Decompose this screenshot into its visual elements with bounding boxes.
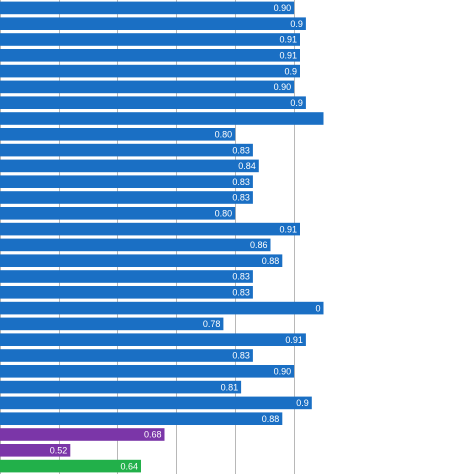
bar-27	[0, 428, 165, 441]
bar-value-label-12: 0.83	[232, 193, 250, 203]
bar-12	[0, 191, 253, 204]
bar-value-label-4: 0.9	[284, 66, 297, 76]
bar-23	[0, 365, 295, 378]
bar-14	[0, 222, 300, 236]
grid	[0, 0, 295, 474]
bar-7	[0, 112, 324, 125]
bar-value-label-19: 0	[315, 303, 320, 313]
bar-17	[0, 270, 253, 283]
bars	[0, 1, 324, 473]
bar-value-label-20: 0.78	[203, 319, 221, 329]
bar-value-label-23: 0.90	[274, 367, 292, 377]
bar-19	[0, 301, 324, 315]
bar-value-label-29: 0.64	[120, 461, 138, 471]
bar-1	[0, 17, 306, 30]
bar-18	[0, 286, 253, 299]
bar-28	[0, 444, 71, 457]
bar-value-label-21: 0.91	[285, 335, 303, 345]
bar-value-label-24: 0.81	[221, 382, 239, 392]
bar-26	[0, 412, 283, 425]
bar-value-label-15: 0.86	[250, 240, 268, 250]
bar-22	[0, 349, 253, 362]
bar-value-label-16: 0.88	[262, 256, 280, 266]
bar-value-label-2: 0.91	[279, 35, 297, 45]
bar-value-label-28: 0.52	[50, 446, 68, 456]
bar-3	[0, 49, 300, 62]
bar-value-label-18: 0.83	[232, 288, 250, 298]
bar-value-label-26: 0.88	[262, 414, 280, 424]
bar-value-label-11: 0.83	[232, 177, 250, 187]
bar-value-label-9: 0.83	[232, 145, 250, 155]
bar-value-label-22: 0.83	[232, 351, 250, 361]
bar-value-label-5: 0.90	[274, 82, 292, 92]
bar-29	[0, 459, 141, 473]
bar-0	[0, 1, 295, 15]
bar-15	[0, 238, 271, 252]
bar-6	[0, 96, 306, 109]
bar-value-label-8: 0.80	[215, 130, 233, 140]
bar-value-label-0: 0.90	[274, 3, 292, 13]
bar-24	[0, 380, 242, 394]
bar-value-label-17: 0.83	[232, 272, 250, 282]
bar-4	[0, 64, 300, 78]
bar-25	[0, 396, 312, 410]
bar-value-label-13: 0.80	[215, 209, 233, 219]
bar-20	[0, 317, 224, 331]
bar-11	[0, 175, 253, 188]
bar-value-label-27: 0.68	[144, 430, 162, 440]
bar-value-label-10: 0.84	[238, 161, 256, 171]
bar-value-label-6: 0.9	[290, 98, 303, 108]
bar-value-label-3: 0.91	[279, 51, 297, 61]
bar-2	[0, 33, 300, 46]
bar-labels: 0.900.90.910.910.90.900.90.800.830.840.8…	[50, 3, 321, 471]
bar-8	[0, 128, 236, 141]
bar-21	[0, 333, 306, 346]
bar-10	[0, 159, 259, 173]
bar-value-label-14: 0.91	[279, 224, 297, 234]
bar-13	[0, 207, 236, 220]
bar-value-label-1: 0.9	[290, 19, 303, 29]
bar-16	[0, 254, 283, 267]
bar-value-label-25: 0.9	[296, 398, 309, 408]
bar-9	[0, 143, 253, 157]
bar-5	[0, 80, 295, 94]
